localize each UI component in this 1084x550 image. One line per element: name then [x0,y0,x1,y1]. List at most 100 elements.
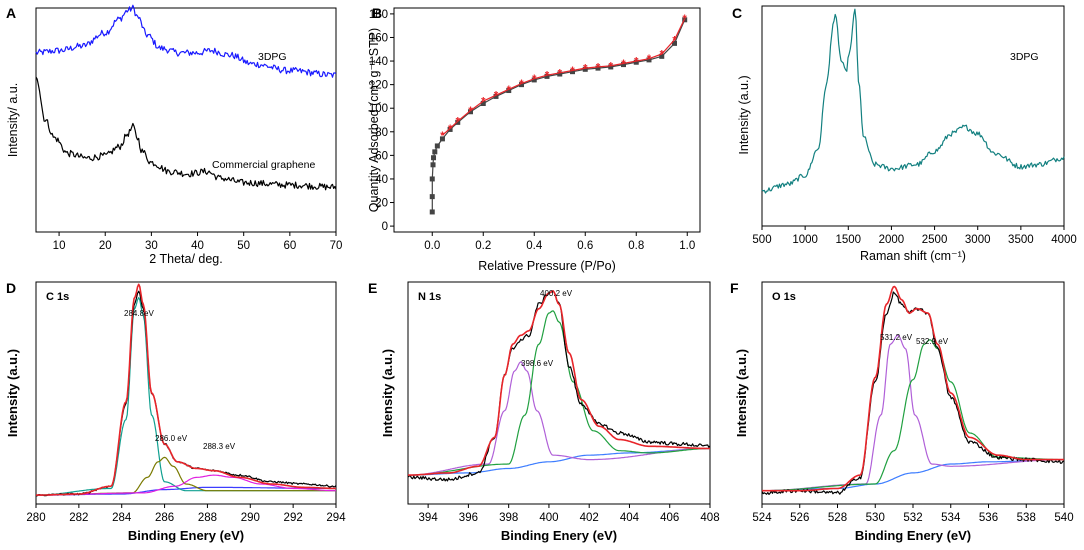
panel-c: C 500 1000 1500 2000 2500 3000 3500 4000 Raman … [732,5,1077,263]
panel-b-series-line [431,19,686,212]
panel-f-xtick-label: 534 [941,512,961,524]
panel-c-series [761,8,1065,194]
panel-b-point [646,57,652,63]
panel-b-point: * [448,123,453,135]
panel-b-series-line [441,18,686,136]
panel-a-xtick-label: 40 [191,240,204,252]
panel-b-point [531,77,537,83]
panel-b-point [480,100,486,106]
panel-d: D 280 282 284 286 288 290 292 294 C 1s 284.8eV … [5,280,346,543]
panel-b-ytick-label: 160 [369,32,388,44]
panel-e-xtick-label: 400 [539,512,558,524]
panel-c-xlabel: Raman shift (cm⁻¹) [860,249,966,263]
panel-f-ticks: 524 526 528 530 532 534 536 538 540 [752,504,1074,524]
panel-f-annot-531: 531.2 eV [880,333,913,342]
panel-c-xtick-label: 1500 [835,234,861,246]
panel-b-ytick-label: 40 [375,174,388,186]
panel-b-point [430,162,436,168]
panel-b-point: * [456,116,461,128]
panel-d-annot-288: 288.3 eV [203,442,236,451]
panel-a-label-commercial: Commercial graphene [212,159,315,171]
panel-b-point [608,64,614,70]
panel-e-letter: E [368,280,377,296]
panel-c-xtick-label: 4000 [1051,234,1077,246]
panel-e-xtick-label: 408 [700,512,719,524]
panel-e-title: N 1s [418,291,441,303]
panel-e-xtick-label: 394 [419,512,439,524]
panel-e-xtick-label: 396 [459,512,478,524]
panel-d-xtick-label: 284 [112,512,132,524]
panel-b-point [431,155,437,161]
panel-b-point [432,149,438,155]
panel-f-xtick-label: 524 [752,512,772,524]
panel-b-point [506,88,512,94]
panel-d-xtick-label: 290 [241,512,260,524]
panel-b-point: * [440,130,445,142]
panel-b-xtick-label: 0.4 [526,240,543,252]
panel-b-xlabel: Relative Pressure (P/Po) [478,259,616,273]
panel-b-point [672,40,677,46]
panel-e-xtick-label: 404 [620,512,640,524]
panel-f-xtick-label: 528 [828,512,847,524]
panel-b-point [570,69,575,75]
panel-f-xtick-label: 526 [790,512,809,524]
panel-d-series-line [36,283,336,496]
panel-b-point: * [519,78,524,90]
panel-d-xtick-label: 294 [326,512,346,524]
panel-c-xtick-label: 3000 [965,234,991,246]
panel-d-xtick-label: 286 [155,512,174,524]
panel-a-series-line [35,4,337,78]
panel-b-point [659,53,665,59]
panel-f-annot-532: 532.9 eV [916,337,949,346]
panel-e-ticks: 394 396 398 400 402 404 406 408 [419,504,720,524]
panel-b-point: * [672,34,677,46]
panel-a-xtick-label: 70 [330,240,343,252]
panel-f-xlabel: Binding Enery (eV) [855,528,971,543]
panel-c-xtick-label: 1000 [792,234,818,246]
panel-a-letter: A [6,5,16,21]
panel-d-xlabel: Binding Enery (eV) [128,528,244,543]
panel-b-point [429,194,435,200]
panel-e-series-line [408,310,710,476]
panel-b-ylabel: Quantity Adsorbed (cm³ g⁻¹ STP) [367,28,381,212]
panel-d-series-line [36,456,336,496]
panel-b-point [621,62,626,68]
panel-b-point [519,82,524,88]
panel-b-xtick-label: 0.0 [424,240,440,252]
panel-f-title: O 1s [772,291,796,303]
panel-c-ylabel: Intensity (a.u.) [737,75,751,154]
panel-b-point: * [683,13,688,25]
panel-e-series-line [407,290,711,482]
panel-b-ytick-label: 60 [375,150,388,162]
panel-f-letter: F [730,280,739,296]
panel-a-ylabel: Intensity/ a.u. [6,83,20,157]
panel-c-xtick-label: 500 [752,234,771,246]
panel-a-xtick-label: 60 [283,240,296,252]
panel-e: E 394 396 398 400 402 404 406 408 N 1s 400.2 eV… [368,280,720,543]
panel-b-xtick-label: 0.8 [628,240,644,252]
panel-b-point [439,136,445,142]
panel-f-xtick-label: 532 [903,512,922,524]
panel-b-point: * [609,60,614,72]
panel-c-xtick-label: 2500 [922,234,948,246]
panel-d-xtick-label: 282 [69,512,88,524]
panel-b-xtick-label: 0.6 [577,240,593,252]
panel-b-point [595,65,601,71]
panel-e-xtick-label: 398 [499,512,518,524]
panel-a-series [35,4,337,191]
panel-c-letter: C [732,5,742,21]
panel-a-ticks: 10 20 30 40 50 60 70 [53,232,343,252]
panel-b-point: * [481,96,486,108]
panel-b-point: * [507,84,512,96]
panel-b-point: * [596,61,601,73]
panel-b-ticks: 0.0 0.2 0.4 0.6 0.8 1.0 0 20 40 60 80 100 120 140 160 1… [369,9,695,252]
panel-a-label-3dpg: 3DPG [258,51,287,63]
panel-d-frame [35,281,337,505]
panel-b-point [633,59,639,65]
panel-d-ylabel: Intensity (a.u.) [5,349,20,437]
panel-d-xtick-label: 288 [198,512,217,524]
panel-f: F 524 526 528 530 532 534 536 538 540 O 1s 531.2… [730,280,1074,543]
panel-a-series-line [35,76,337,191]
panel-d-series-line [36,474,336,496]
panel-d-title: C 1s [46,291,69,303]
